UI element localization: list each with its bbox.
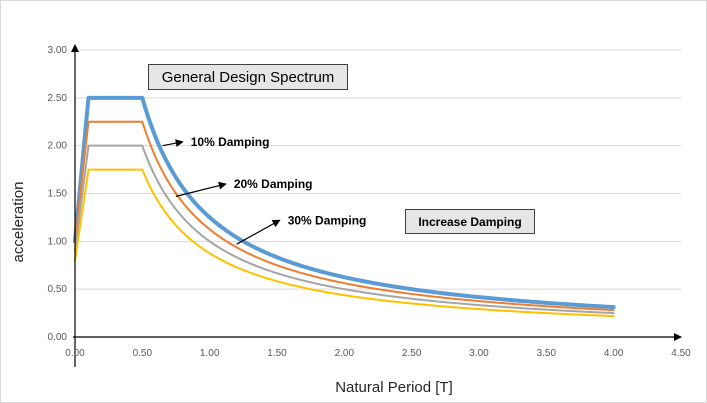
y-tick-labels: 0.00 0.50 1.00 1.50 2.00 2.50 3.00 xyxy=(48,45,68,343)
y-tick-label: 0.00 xyxy=(48,332,68,343)
series-line-3 xyxy=(74,168,615,318)
x-tick-label: 4.50 xyxy=(671,348,691,359)
x-tick-label: 2.00 xyxy=(335,348,355,359)
x-tick-label: 0.00 xyxy=(65,348,85,359)
y-tick-label: 1.00 xyxy=(48,236,68,247)
x-tick-label: 1.50 xyxy=(267,348,287,359)
x-tick-label: 3.50 xyxy=(537,348,557,359)
y-tick-label: 2.50 xyxy=(48,93,68,104)
x-tick-labels: 0.00 0.50 1.00 1.50 2.00 2.50 3.00 3.50 4.00 4.50 xyxy=(65,348,691,359)
x-tick-label: 2.50 xyxy=(402,348,422,359)
y-tick-label: 0.50 xyxy=(48,284,68,295)
annotation-arrow xyxy=(236,219,281,245)
series-group xyxy=(73,95,616,318)
annotation-label: 30% Damping xyxy=(288,213,367,227)
annotations: 10% Damping 20% Damping 30% Damping xyxy=(162,135,367,245)
y-tick-label: 1.50 xyxy=(48,189,68,200)
chart-title: General Design Spectrum xyxy=(161,68,335,86)
axes xyxy=(71,44,682,367)
increase-damping-label: Increase Damping xyxy=(418,214,522,229)
annotation-label: 20% Damping xyxy=(234,177,313,191)
annotation-arrow xyxy=(175,181,227,197)
x-tick-label: 4.00 xyxy=(604,348,624,359)
series-line-1 xyxy=(74,120,615,312)
series-line-0 xyxy=(73,95,616,310)
y-tick-label: 3.00 xyxy=(48,45,68,56)
x-tick-label: 3.00 xyxy=(469,348,489,359)
y-axis-title: acceleration xyxy=(10,182,27,263)
chart-title-box: General Design Spectrum xyxy=(148,64,348,90)
annotation-label: 10% Damping xyxy=(191,135,270,149)
x-tick-label: 0.50 xyxy=(133,348,153,359)
annotation-arrow xyxy=(162,139,184,148)
y-tick-label: 2.00 xyxy=(48,141,68,152)
increase-damping-box: Increase Damping xyxy=(405,209,535,234)
x-tick-label: 1.00 xyxy=(200,348,220,359)
x-axis-title: Natural Period [T] xyxy=(335,379,453,396)
